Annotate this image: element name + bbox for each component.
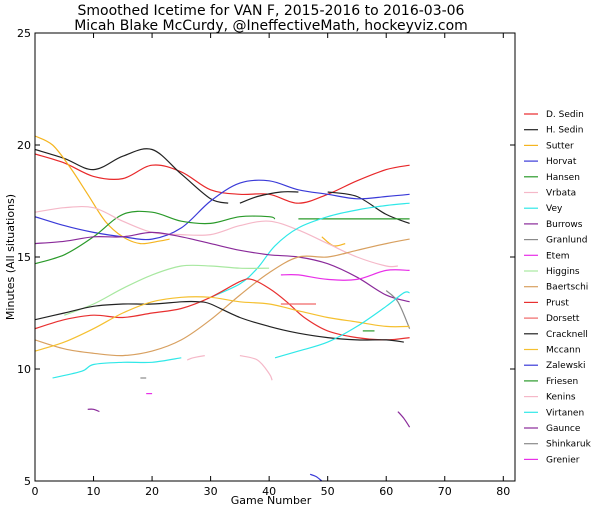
series-line-segment bbox=[52, 357, 182, 379]
legend: D. Sedin H. Sedin Sutter Horvat Hansen Vrbata… bbox=[524, 110, 592, 465]
legend-entry: Zalewski bbox=[546, 361, 585, 371]
series-line-segment bbox=[274, 291, 410, 359]
y-tick-label: 5 bbox=[24, 475, 31, 488]
series-line-segment bbox=[35, 210, 276, 265]
legend-entry: Cracknell bbox=[546, 330, 588, 340]
legend-entry: Higgins bbox=[546, 267, 580, 277]
series-line-segment bbox=[35, 179, 410, 241]
series-line-segment bbox=[35, 148, 229, 204]
series-h-sedin bbox=[35, 148, 410, 224]
series-line-segment bbox=[321, 236, 346, 247]
series-hansen bbox=[35, 210, 410, 265]
series-line-segment bbox=[35, 153, 410, 204]
series-etem bbox=[280, 269, 410, 281]
y-tick-label: 25 bbox=[17, 27, 31, 40]
legend-entry: Baertschi bbox=[546, 283, 588, 293]
series-baertschi bbox=[35, 238, 410, 357]
legend-entry: Granlund bbox=[546, 236, 588, 246]
legend-entry: D. Sedin bbox=[546, 110, 584, 120]
x-tick-label: 70 bbox=[438, 485, 452, 498]
x-tick-label: 0 bbox=[32, 485, 39, 498]
x-tick-label: 40 bbox=[262, 485, 276, 498]
series-line-segment bbox=[35, 300, 404, 343]
y-tick-label: 10 bbox=[17, 363, 31, 376]
series-line-segment bbox=[87, 408, 100, 413]
y-tick-label: 20 bbox=[17, 139, 31, 152]
series-line-segment bbox=[385, 290, 411, 329]
chart-subtitle: Micah Blake McCurdy, @IneffectiveMath, h… bbox=[74, 18, 468, 34]
series-line-segment bbox=[239, 355, 273, 381]
x-tick-label: 10 bbox=[87, 485, 101, 498]
ticks-layer: 0 10 20 30 40 50 60 70 80 5 10 15 20 25 bbox=[17, 27, 515, 498]
plot-frame bbox=[34, 32, 516, 482]
series-mccann bbox=[35, 296, 410, 352]
legend-entry: Prust bbox=[546, 298, 569, 308]
x-tick-label: 30 bbox=[204, 485, 218, 498]
series-line-segment bbox=[64, 264, 270, 316]
series-line-segment bbox=[186, 355, 205, 361]
x-tick-label: 20 bbox=[145, 485, 159, 498]
series-line-segment bbox=[397, 411, 411, 428]
legend-entry: Mccann bbox=[546, 346, 581, 356]
series-line-segment bbox=[35, 135, 170, 245]
legend-entry: Vey bbox=[546, 204, 563, 214]
legend-entry: Kenins bbox=[546, 393, 576, 403]
series-cracknell bbox=[35, 300, 404, 343]
legend-entry: Hansen bbox=[546, 173, 580, 183]
series-line-segment bbox=[239, 191, 299, 204]
series-line-segment bbox=[35, 231, 410, 303]
series-line-segment bbox=[35, 296, 410, 352]
legend-entry: Virtanen bbox=[546, 408, 584, 418]
legend-entry: Gaunce bbox=[546, 424, 581, 434]
x-tick-label: 50 bbox=[321, 485, 335, 498]
series-line-segment bbox=[35, 205, 398, 268]
legend-entry: Vrbata bbox=[546, 189, 576, 199]
series-burrows bbox=[35, 231, 410, 303]
legend-entry: Sutter bbox=[546, 141, 574, 151]
legend-entry: Etem bbox=[546, 251, 570, 261]
y-axis-label: Minutes (All situations) bbox=[4, 194, 17, 320]
y-tick-label: 15 bbox=[17, 251, 31, 264]
series-line-segment bbox=[309, 473, 323, 481]
legend-entry: Horvat bbox=[546, 157, 577, 167]
series-kenins bbox=[186, 355, 273, 381]
series-zalewski bbox=[309, 473, 323, 481]
series-line-segment bbox=[327, 191, 410, 224]
series-d-sedin bbox=[35, 153, 410, 204]
series-layer bbox=[35, 135, 411, 481]
series-vrbata bbox=[35, 205, 398, 268]
x-tick-label: 60 bbox=[379, 485, 393, 498]
x-tick-label: 80 bbox=[496, 485, 510, 498]
series-horvat bbox=[35, 179, 410, 241]
series-virtanen bbox=[52, 291, 410, 379]
x-axis-label: Game Number bbox=[231, 494, 312, 507]
legend-entry: Shinkaruk bbox=[546, 440, 592, 450]
series-higgins bbox=[64, 264, 270, 316]
chart-title: Smoothed Icetime for VAN F, 2015-2016 to… bbox=[78, 3, 465, 19]
series-line-segment bbox=[280, 269, 410, 281]
series-gaunce bbox=[87, 408, 411, 428]
legend-entry: Friesen bbox=[546, 377, 578, 387]
legend-entry: H. Sedin bbox=[546, 126, 584, 136]
legend-entry: Dorsett bbox=[546, 314, 580, 324]
series-line-segment bbox=[35, 238, 410, 357]
series-granlund bbox=[385, 290, 411, 329]
legend-entry: Grenier bbox=[546, 455, 580, 465]
legend-entry: Burrows bbox=[546, 220, 583, 230]
